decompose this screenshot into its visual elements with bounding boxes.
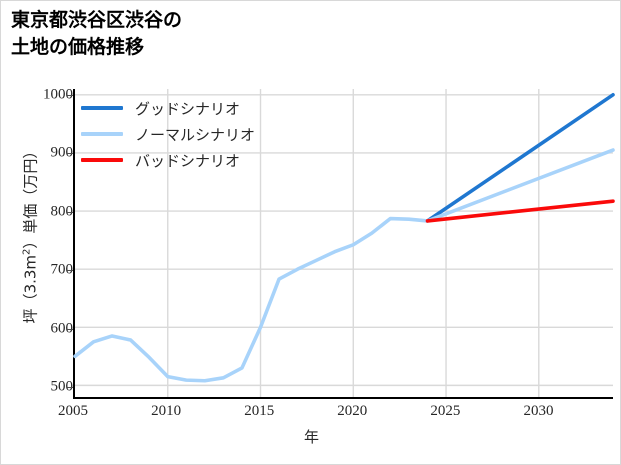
y-tick-label: 800	[50, 203, 74, 220]
y-tick-mark	[67, 153, 73, 155]
series-lines	[73, 93, 615, 383]
plot-area	[73, 89, 615, 399]
legend-item[interactable]: バッドシナリオ	[81, 147, 255, 173]
x-axis-title: 年	[303, 428, 319, 446]
y-axis-title-part-b: ）単価（万円）	[21, 143, 40, 249]
y-tick-label: 700	[50, 261, 74, 278]
y-axis-title-superscript: 2	[21, 248, 33, 255]
y-tick-mark	[67, 328, 73, 330]
x-tick-label: 2020	[337, 403, 368, 419]
legend-item-label: バッドシナリオ	[135, 151, 241, 170]
legend-item[interactable]: グッドシナリオ	[81, 95, 255, 121]
y-axis-title-part-a: 坪（3.3m	[21, 254, 40, 324]
legend-item[interactable]: ノーマルシナリオ	[81, 121, 255, 147]
y-tick-mark	[67, 387, 73, 389]
y-axis-ticks: 500 600 700 800 900 1000	[1, 1, 74, 464]
legend-color-swatch	[81, 158, 123, 162]
legend-color-swatch	[81, 106, 123, 110]
x-tick-label: 2030	[523, 403, 554, 419]
y-tick-mark	[67, 270, 73, 272]
chart-legend: グッドシナリオ ノーマルシナリオ バッドシナリオ	[77, 91, 263, 177]
y-tick-label: 900	[50, 144, 74, 161]
legend-color-swatch	[81, 132, 123, 136]
y-axis-title: 坪（3.3m2）単価（万円）	[20, 104, 41, 364]
x-tick-label: 2005	[58, 403, 88, 419]
y-tick-label: 1000	[43, 86, 73, 103]
legend-item-label: グッドシナリオ	[135, 99, 241, 118]
y-tick-label: 500	[50, 378, 74, 395]
x-tick-label: 2015	[244, 403, 275, 419]
gridlines	[75, 89, 613, 397]
x-tick-label: 2025	[430, 403, 461, 419]
y-tick-mark	[67, 211, 73, 213]
legend-item-label: ノーマルシナリオ	[135, 125, 256, 144]
chart-title: 東京都渋谷区渋谷の 土地の価格推移	[11, 9, 183, 58]
y-tick-label: 600	[50, 320, 74, 337]
y-tick-mark	[67, 94, 73, 96]
x-tick-label: 2010	[151, 403, 182, 419]
